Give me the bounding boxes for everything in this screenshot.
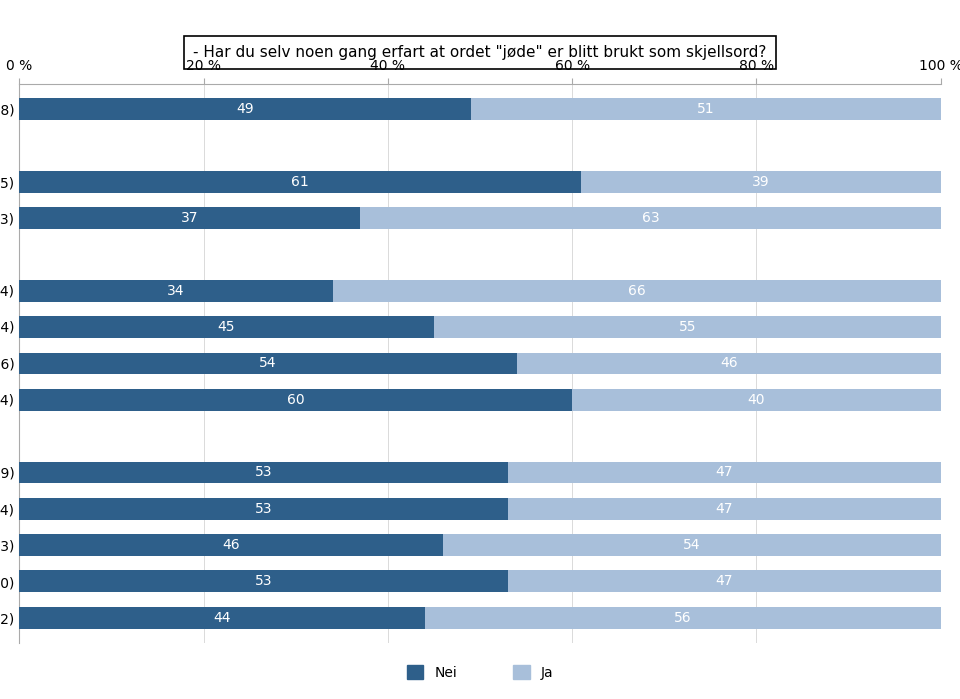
Text: 51: 51 <box>697 102 714 116</box>
Bar <box>332 280 941 302</box>
Text: 54: 54 <box>259 356 276 370</box>
Bar <box>508 498 941 519</box>
Bar <box>19 208 360 229</box>
Bar <box>19 171 582 193</box>
Text: 61: 61 <box>292 175 309 189</box>
Text: 63: 63 <box>641 211 660 225</box>
Text: 47: 47 <box>715 575 733 589</box>
Text: 39: 39 <box>753 175 770 189</box>
Bar <box>444 534 941 556</box>
Text: 55: 55 <box>679 320 696 334</box>
Bar <box>508 570 941 592</box>
Text: 45: 45 <box>218 320 235 334</box>
Text: 56: 56 <box>674 611 691 625</box>
Text: 49: 49 <box>236 102 253 116</box>
Text: 37: 37 <box>180 211 199 225</box>
Text: 54: 54 <box>684 538 701 552</box>
Text: 34: 34 <box>167 284 184 298</box>
Text: 47: 47 <box>715 466 733 480</box>
Bar <box>19 534 444 556</box>
Bar <box>19 607 424 628</box>
Bar <box>516 352 941 375</box>
Bar <box>434 316 941 338</box>
Text: 60: 60 <box>287 393 304 407</box>
Bar <box>19 498 508 519</box>
Bar <box>19 99 470 120</box>
Bar <box>470 99 941 120</box>
Bar <box>572 389 941 411</box>
Text: 53: 53 <box>254 575 273 589</box>
Text: - Har du selv noen gang erfart at ordet "jøde" er blitt brukt som skjellsord?: - Har du selv noen gang erfart at ordet … <box>193 45 767 60</box>
Bar <box>19 316 434 338</box>
Bar <box>508 461 941 483</box>
Bar <box>582 171 941 193</box>
Text: 53: 53 <box>254 466 273 480</box>
Text: 53: 53 <box>254 502 273 516</box>
Text: 46: 46 <box>720 356 737 370</box>
Bar <box>19 570 508 592</box>
Text: 46: 46 <box>223 538 240 552</box>
Bar <box>19 389 572 411</box>
Text: 66: 66 <box>628 284 645 298</box>
Bar <box>19 352 516 375</box>
Legend: Nei, Ja: Nei, Ja <box>399 658 561 686</box>
Bar <box>19 461 508 483</box>
Bar <box>19 280 332 302</box>
Bar <box>360 208 941 229</box>
Text: 47: 47 <box>715 502 733 516</box>
Text: 40: 40 <box>748 393 765 407</box>
Text: 44: 44 <box>213 611 230 625</box>
Bar <box>424 607 941 628</box>
